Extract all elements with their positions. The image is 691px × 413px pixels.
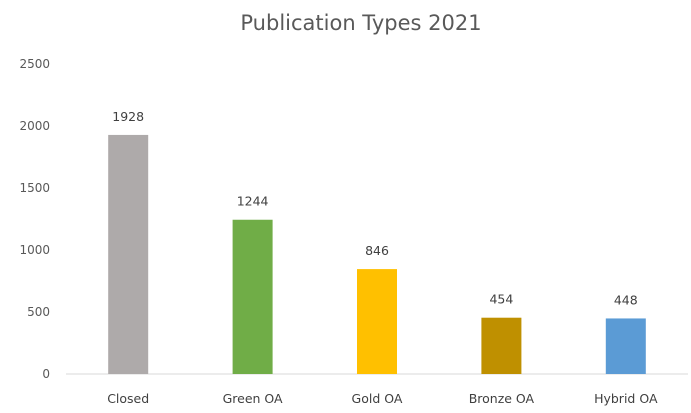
data-label: 1244 bbox=[237, 194, 269, 209]
data-label: 846 bbox=[365, 243, 389, 258]
bar-green-oa bbox=[232, 219, 273, 374]
y-axis: 0 500 1000 1500 2000 2500 bbox=[19, 57, 50, 381]
data-label: 1928 bbox=[112, 109, 144, 124]
bars bbox=[108, 134, 646, 374]
y-tick-label: 0 bbox=[42, 367, 50, 381]
bar-bronze-oa bbox=[481, 317, 522, 374]
x-tick-label: Hybrid OA bbox=[594, 391, 658, 406]
x-tick-label: Green OA bbox=[223, 391, 283, 406]
x-axis: Closed Green OA Gold OA Bronze OA Hybrid OA bbox=[107, 391, 658, 406]
x-tick-label: Closed bbox=[107, 391, 149, 406]
data-label: 448 bbox=[614, 292, 638, 307]
data-label: 454 bbox=[489, 292, 513, 307]
data-labels: 1928 1244 846 454 448 bbox=[112, 109, 637, 308]
bar-hybrid-oa bbox=[605, 318, 646, 374]
bar-gold-oa bbox=[357, 269, 397, 374]
y-tick-label: 2000 bbox=[19, 119, 50, 133]
x-tick-label: Bronze OA bbox=[469, 391, 535, 406]
y-tick-label: 2500 bbox=[19, 57, 50, 71]
x-tick-label: Gold OA bbox=[352, 391, 403, 406]
chart-title: Publication Types 2021 bbox=[240, 11, 481, 35]
bar-closed bbox=[108, 134, 149, 374]
y-tick-label: 1500 bbox=[19, 181, 50, 195]
y-tick-label: 500 bbox=[27, 305, 50, 319]
y-tick-label: 1000 bbox=[19, 243, 50, 257]
